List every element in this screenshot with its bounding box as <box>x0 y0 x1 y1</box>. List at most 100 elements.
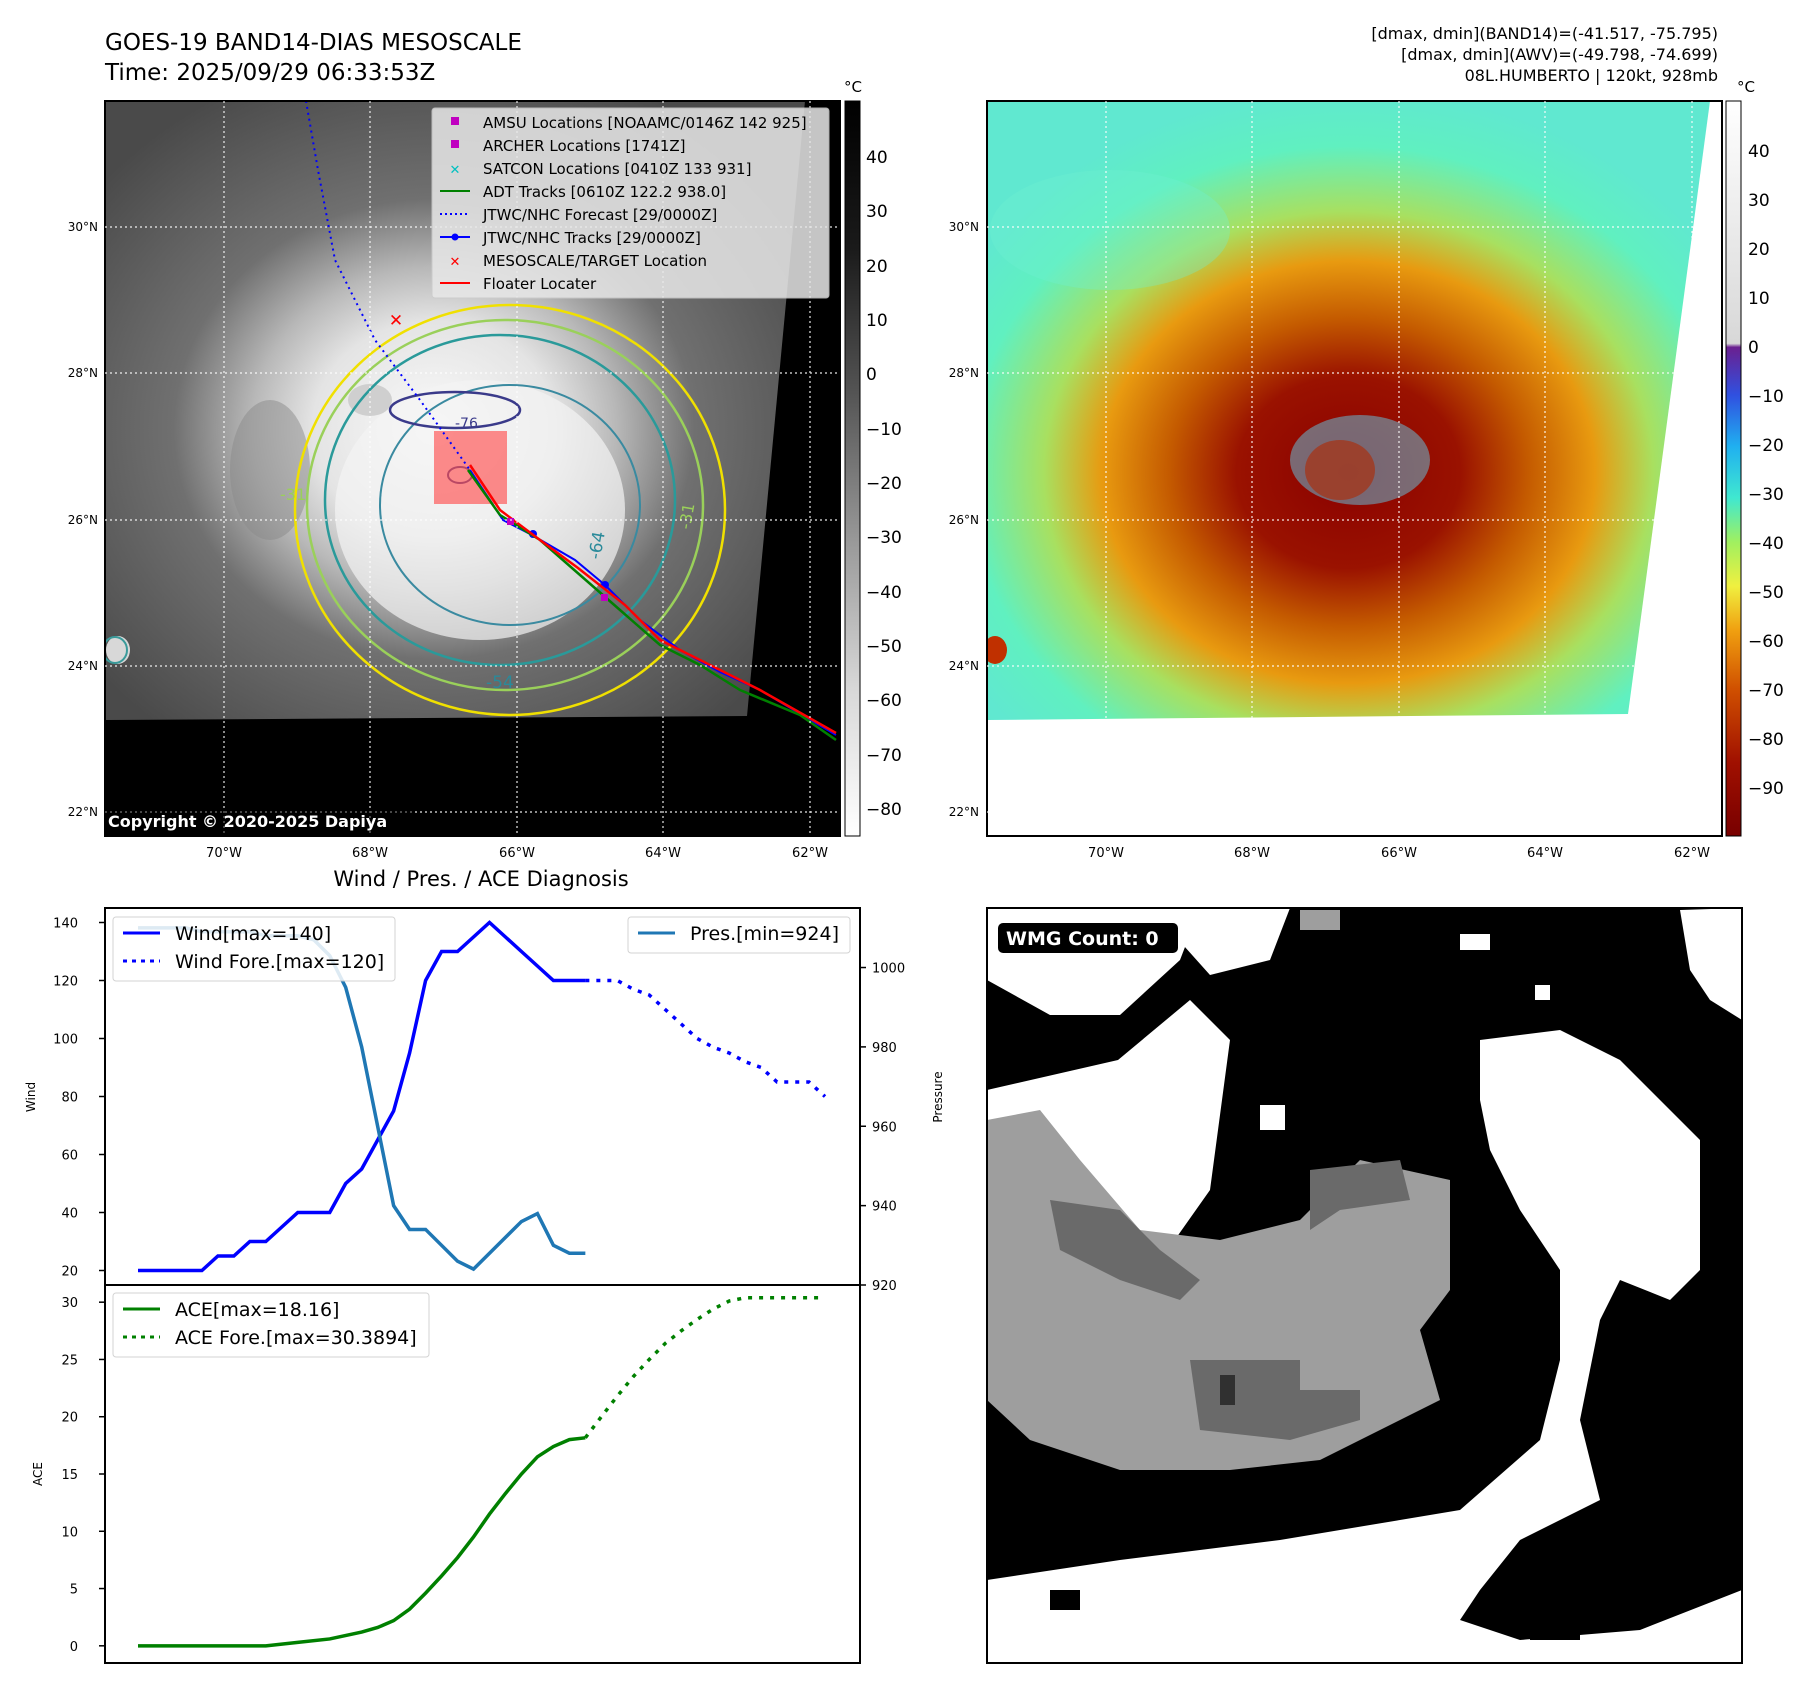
svg-text:−50: −50 <box>1748 583 1784 603</box>
svg-text:−40: −40 <box>866 583 902 603</box>
info-band14: [dmax, dmin](BAND14)=(-41.517, -75.795) <box>1371 24 1718 43</box>
ace-tick-label: 15 <box>61 1468 78 1483</box>
svg-text:−40: −40 <box>1748 534 1784 554</box>
legend-label: ACE Fore.[max=30.3894] <box>175 1327 417 1349</box>
svg-text:30°N: 30°N <box>949 220 979 234</box>
svg-text:28°N: 28°N <box>68 366 98 380</box>
wv-image <box>987 101 1710 720</box>
ace-axis-label: ACE <box>31 1462 45 1486</box>
svg-text:0: 0 <box>866 365 877 385</box>
ace-tick-label: 25 <box>61 1353 78 1368</box>
pressure-tick-label: 940 <box>872 1200 897 1215</box>
wind-tick-label: 140 <box>53 917 78 932</box>
svg-text:20: 20 <box>1748 240 1770 260</box>
archer-marker <box>601 594 608 601</box>
svg-text:70°W: 70°W <box>206 846 242 861</box>
ace-tick-label: 5 <box>70 1583 78 1598</box>
contour-label: -31 <box>280 485 306 504</box>
wind-axis-label: Wind <box>24 1082 38 1112</box>
wind-tick-label: 60 <box>61 1149 78 1164</box>
contour-label: -31 <box>675 502 698 531</box>
ir-legend: AMSU Locations [NOAAMC/0146Z 142 925] AR… <box>431 107 830 299</box>
target-marker: ✕ <box>389 311 403 331</box>
pressure-tick-label: 920 <box>872 1279 897 1294</box>
svg-text:−30: −30 <box>866 528 902 548</box>
svg-text:−80: −80 <box>866 800 902 820</box>
svg-text:−60: −60 <box>1748 632 1784 652</box>
ace-tick-label: 30 <box>61 1296 78 1311</box>
legend-label: ACE[max=18.16] <box>175 1299 339 1321</box>
wmg-count-badge: WMG Count: 0 <box>1006 928 1159 950</box>
svg-text:10: 10 <box>866 311 888 331</box>
svg-text:40: 40 <box>1748 142 1770 162</box>
svg-text:24°N: 24°N <box>68 659 98 673</box>
ir-lat-labels: 30°N 28°N 26°N 24°N 22°N <box>68 220 98 819</box>
copyright: Copyright © 2020-2025 Dapiya <box>108 812 387 831</box>
svg-text:✕: ✕ <box>450 163 461 178</box>
ir-colorbar-unit: °C <box>844 78 862 96</box>
wind-legend: Wind[max=140] Wind Fore.[max=120] <box>112 916 396 982</box>
series-ace <box>138 1436 586 1648</box>
svg-text:26°N: 26°N <box>68 513 98 527</box>
svg-text:68°W: 68°W <box>352 846 388 861</box>
svg-text:64°W: 64°W <box>1527 846 1563 861</box>
wind-tick-label: 40 <box>61 1207 78 1222</box>
contour-label: -64 <box>585 530 610 561</box>
pressure-legend: Pres.[min=924] <box>627 916 851 954</box>
svg-text:64°W: 64°W <box>645 846 681 861</box>
legend-label: JTWC/NHC Tracks [29/0000Z] <box>482 229 701 247</box>
svg-text:−90: −90 <box>1748 779 1784 799</box>
ace-chart: ACE 0 5 10 15 20 25 30 ACE[max=18.16] ACE Fore… <box>31 1284 861 1664</box>
svg-text:0: 0 <box>1748 338 1759 358</box>
wmg-panel: WMG Count: 0 <box>986 907 1743 1664</box>
wv-lon-labels: 70°W 68°W 66°W 64°W 62°W <box>1088 846 1710 861</box>
ir-lon-labels: 70°W 68°W 66°W 64°W 62°W <box>206 846 828 861</box>
svg-text:−60: −60 <box>866 691 902 711</box>
wind-pres-chart: Wind / Pres. / ACE Diagnosis Wind Pressu… <box>24 867 945 1294</box>
ace-tick-label: 0 <box>70 1640 78 1655</box>
svg-text:62°W: 62°W <box>1674 846 1710 861</box>
legend-label: ARCHER Locations [1741Z] <box>483 137 686 155</box>
svg-text:30: 30 <box>1748 191 1770 211</box>
svg-text:−20: −20 <box>866 474 902 494</box>
series-wind <box>138 920 586 1273</box>
ir-colorbar <box>844 100 861 837</box>
pressure-tick-label: 1000 <box>872 962 905 977</box>
series-ace-fore <box>583 1295 825 1439</box>
wv-colorbar-ticks: 40 30 20 10 0 −10 −20 −30 −40 −50 −60 −7… <box>1748 142 1784 799</box>
svg-text:40: 40 <box>866 148 888 168</box>
amsu-marker <box>507 518 514 525</box>
svg-text:28°N: 28°N <box>949 366 979 380</box>
series-wind-fore <box>585 978 827 1098</box>
wmg-image <box>987 908 1742 1663</box>
legend-label: Wind Fore.[max=120] <box>175 951 384 973</box>
svg-text:−70: −70 <box>866 746 902 766</box>
contour-label: -76 <box>455 416 478 432</box>
ir-colorbar-ticks: 40 30 20 10 0 −10 −20 −30 −40 −50 −60 −7… <box>866 148 902 820</box>
pressure-tick-label: 980 <box>872 1041 897 1056</box>
ace-tick-label: 10 <box>61 1525 78 1540</box>
svg-text:−20: −20 <box>1748 436 1784 456</box>
main-title: GOES-19 BAND14-DIAS MESOSCALE <box>105 30 522 56</box>
ace-legend: ACE[max=18.16] ACE Fore.[max=30.3894] <box>112 1292 430 1358</box>
legend-label: SATCON Locations [0410Z 133 931] <box>483 160 751 178</box>
svg-text:70°W: 70°W <box>1088 846 1124 861</box>
svg-text:−30: −30 <box>1748 485 1784 505</box>
wv-panel: 30°N 28°N 26°N 24°N 22°N 70°W 68°W 66°W … <box>949 78 1784 861</box>
svg-text:−80: −80 <box>1748 730 1784 750</box>
svg-text:−10: −10 <box>1748 387 1784 407</box>
svg-text:20: 20 <box>866 257 888 277</box>
svg-text:66°W: 66°W <box>499 846 535 861</box>
legend-label: Wind[max=140] <box>175 923 331 945</box>
wv-colorbar <box>1725 100 1742 837</box>
info-awv: [dmax, dmin](AWV)=(-49.798, -74.699) <box>1401 45 1718 64</box>
wind-tick-label: 100 <box>53 1033 78 1048</box>
svg-text:68°W: 68°W <box>1234 846 1270 861</box>
legend-label: ADT Tracks [0610Z 122.2 938.0] <box>483 183 726 201</box>
svg-text:10: 10 <box>1748 289 1770 309</box>
legend-label: JTWC/NHC Forecast [29/0000Z] <box>482 206 717 224</box>
storm-info: 08L.HUMBERTO | 120kt, 928mb <box>1465 66 1718 85</box>
ir-panel: -64 -54 -31 -31 -76 ✕ <box>68 78 902 861</box>
svg-text:22°N: 22°N <box>68 805 98 819</box>
svg-text:−10: −10 <box>866 420 902 440</box>
